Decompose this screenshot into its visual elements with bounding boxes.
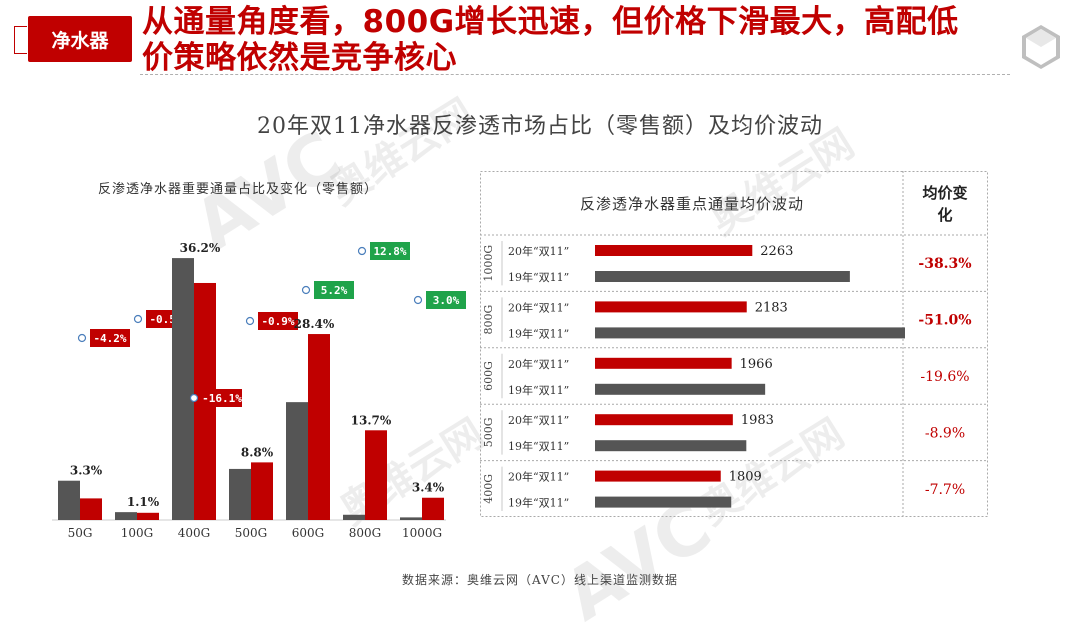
row-label-2020: 20年“双11”	[508, 300, 569, 314]
price-bar-2019	[595, 440, 747, 452]
change-marker	[357, 246, 367, 256]
bar-2019	[400, 517, 422, 520]
x-tick-label: 500G	[235, 526, 268, 540]
tag-bracket	[14, 26, 27, 54]
change-label: 3.0%	[433, 294, 460, 307]
hexagon-logo-icon	[1022, 25, 1060, 69]
bar-2019	[286, 402, 308, 520]
row-label-2019: 19年“双11”	[508, 326, 569, 340]
price-bar-2019	[595, 327, 905, 339]
price-change-value: -19.6%	[920, 369, 969, 385]
price-change-value: -8.9%	[925, 425, 965, 441]
change-header: 均价变	[922, 184, 967, 202]
change-marker	[413, 295, 423, 305]
row-label-2019: 19年“双11”	[508, 270, 569, 284]
headline-line-1: 从通量角度看，800G增长迅速，但价格下滑最大，高配低	[142, 4, 959, 40]
price-label: 2183	[755, 300, 788, 315]
data-label: 3.4%	[412, 481, 445, 495]
bar-2020	[251, 462, 273, 520]
price-change-value: -38.3%	[918, 256, 971, 272]
price-label: 2263	[760, 244, 793, 259]
row-label-2019: 19年“双11”	[508, 496, 569, 510]
data-label: 1.1%	[127, 495, 160, 509]
x-tick-label: 100G	[121, 526, 154, 540]
change-header: 化	[937, 206, 952, 224]
data-source: 数据来源：奥维云网（AVC）线上渠道监测数据	[402, 573, 678, 587]
share-bar-chart: 50G3.3%-4.2%100G1.1%-0.5%400G36.2%-16.1%…	[52, 241, 466, 540]
price-change-value: -51.0%	[918, 313, 971, 329]
group-label: 800G	[482, 305, 495, 335]
row-label-2020: 20年“双11”	[508, 413, 569, 427]
row-label-2020: 20年“双11”	[508, 244, 569, 258]
row-label-2020: 20年“双11”	[508, 357, 569, 371]
data-label: 36.2%	[180, 241, 221, 255]
x-tick-label: 800G	[349, 526, 382, 540]
price-label: 1983	[741, 413, 774, 428]
change-label: -4.2%	[93, 332, 126, 345]
change-badge	[258, 312, 298, 330]
x-tick-label: 1000G	[402, 526, 442, 540]
data-label: 13.7%	[351, 413, 392, 427]
data-label: 8.8%	[241, 445, 274, 459]
price-bar-2020	[595, 245, 753, 256]
bar-2019	[172, 258, 194, 520]
change-badge	[202, 389, 242, 407]
data-label: 3.3%	[70, 464, 103, 478]
group-label: 500G	[482, 418, 495, 448]
header-divider	[140, 74, 1010, 75]
price-bar-2020	[595, 470, 721, 482]
change-label: -0.9%	[261, 315, 294, 328]
bar-2020	[422, 497, 444, 520]
price-bar-2020	[595, 357, 732, 369]
row-label-2019: 19年“双11”	[508, 439, 569, 453]
main-title: 20年双11净水器反渗透市场占比（零售额）及均价波动	[257, 114, 823, 139]
change-badge	[426, 291, 466, 309]
bar-2019	[58, 480, 80, 520]
change-marker	[245, 316, 255, 326]
bar-2019	[229, 468, 251, 520]
price-label: 1966	[740, 357, 773, 372]
table-border	[480, 171, 988, 517]
headline-line-2: 价策略依然是竞争核心	[142, 40, 457, 76]
group-label: 600G	[482, 361, 495, 391]
change-marker	[189, 393, 199, 403]
left-chart-title: 反渗透净水器重要通量占比及变化（零售额）	[98, 182, 379, 197]
price-change-value: -7.7%	[925, 482, 965, 498]
price-label: 1809	[729, 470, 762, 485]
change-label: 5.2%	[321, 284, 348, 297]
section-tag: 净水器	[28, 16, 132, 62]
price-bar-2019	[595, 383, 766, 395]
change-badge	[314, 281, 354, 299]
bar-2020	[365, 430, 387, 520]
price-bar-2020	[595, 301, 747, 313]
bar-2020	[137, 512, 159, 520]
headline: 从通量角度看，800G增长迅速，但价格下滑最大，高配低 价策略依然是竞争核心	[142, 4, 1022, 76]
bar-2019	[115, 512, 137, 520]
table-title: 反渗透净水器重点通量均价波动	[580, 195, 804, 213]
price-bar-2020	[595, 414, 733, 426]
x-tick-label: 400G	[178, 526, 211, 540]
bar-2020	[308, 334, 330, 520]
change-label: 12.8%	[373, 245, 406, 258]
data-label: 28.4%	[294, 317, 335, 331]
change-marker	[77, 333, 87, 343]
group-label: 400G	[482, 474, 495, 504]
change-marker	[301, 285, 311, 295]
change-badge	[370, 242, 410, 260]
x-tick-label: 600G	[292, 526, 325, 540]
change-badge	[90, 329, 130, 347]
group-label: 1000G	[482, 245, 495, 282]
change-marker	[133, 314, 143, 324]
row-label-2020: 20年“双11”	[508, 470, 569, 484]
row-label-2019: 19年“双11”	[508, 383, 569, 397]
change-label: -16.1%	[202, 392, 242, 405]
bar-2020	[80, 498, 102, 520]
bar-2019	[343, 514, 365, 520]
price-bar-2019	[595, 271, 850, 282]
price-bar-2019	[595, 496, 732, 508]
x-tick-label: 50G	[68, 526, 93, 540]
